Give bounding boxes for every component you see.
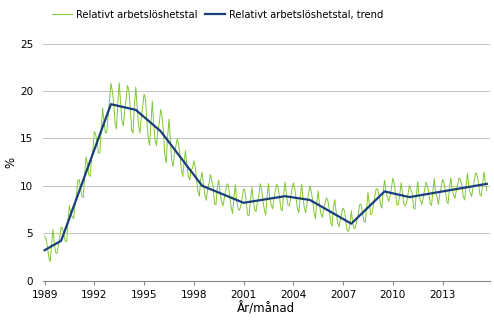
Relativt arbetslöshetstal, trend — [357, 214, 363, 218]
Line: Relativt arbetslöshetstal, trend: Relativt arbetslöshetstal, trend — [44, 104, 487, 250]
Relativt arbetslöshetstal — [358, 202, 364, 206]
Relativt arbetslöshetstal — [484, 189, 490, 193]
Y-axis label: %: % — [4, 156, 17, 168]
Relativt arbetslöshetstal, trend — [41, 248, 47, 252]
Relativt arbetslöshetstal — [442, 188, 448, 192]
Relativt arbetslöshetstal — [116, 81, 122, 84]
Relativt arbetslöshetstal, trend — [308, 199, 314, 203]
Relativt arbetslöshetstal — [41, 234, 47, 238]
Relativt arbetslöshetstal — [47, 260, 53, 264]
X-axis label: År/månad: År/månad — [237, 302, 295, 316]
Legend: Relativt arbetslöshetstal, Relativt arbetslöshetstal, trend: Relativt arbetslöshetstal, Relativt arbe… — [48, 6, 388, 24]
Relativt arbetslöshetstal, trend — [484, 182, 490, 186]
Relativt arbetslöshetstal, trend — [321, 206, 327, 210]
Relativt arbetslöshetstal — [241, 187, 247, 191]
Line: Relativt arbetslöshetstal: Relativt arbetslöshetstal — [44, 83, 487, 262]
Relativt arbetslöshetstal — [322, 201, 328, 205]
Relativt arbetslöshetstal, trend — [239, 200, 245, 204]
Relativt arbetslöshetstal, trend — [133, 108, 139, 112]
Relativt arbetslöshetstal — [310, 198, 316, 202]
Relativt arbetslöshetstal — [134, 106, 140, 109]
Relativt arbetslöshetstal, trend — [108, 102, 114, 106]
Relativt arbetslöshetstal, trend — [441, 189, 447, 193]
